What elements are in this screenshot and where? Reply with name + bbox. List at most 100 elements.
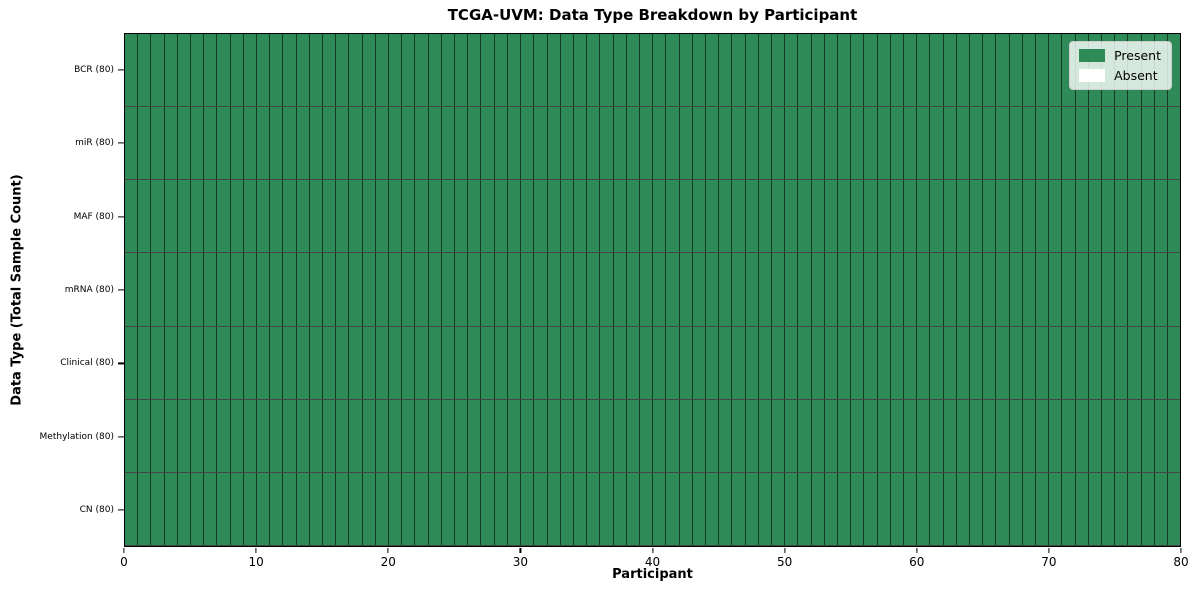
x-axis-label: Participant <box>612 567 693 582</box>
heatmap-cell <box>732 326 746 399</box>
heatmap-cell <box>309 253 324 326</box>
heatmap-cell <box>1009 399 1023 472</box>
heatmap-cell <box>930 326 944 399</box>
heatmap-cell <box>811 107 825 180</box>
heatmap-cell <box>164 34 178 107</box>
heatmap-cell <box>903 253 918 326</box>
heatmap-cell <box>837 472 852 545</box>
heatmap-cell <box>1128 180 1142 253</box>
heatmap-cell <box>217 472 231 545</box>
heatmap-cell <box>983 180 997 253</box>
heatmap-cell <box>877 399 891 472</box>
heatmap-cell <box>521 107 535 180</box>
heatmap-cell <box>1141 472 1155 545</box>
heatmap-cell <box>191 399 205 472</box>
heatmap-row-mrna <box>125 253 1181 327</box>
heatmap-cell <box>587 34 601 107</box>
heatmap-cell <box>296 253 310 326</box>
heatmap-cell <box>402 34 416 107</box>
heatmap-cell <box>389 472 403 545</box>
heatmap-cell <box>375 326 390 399</box>
heatmap-cell <box>705 107 720 180</box>
heatmap-cell <box>270 34 284 107</box>
heatmap-cell <box>138 472 152 545</box>
heatmap-cell <box>798 253 812 326</box>
heatmap-cell <box>230 399 244 472</box>
x-tick-mark <box>123 548 125 553</box>
heatmap-cell <box>1049 472 1063 545</box>
heatmap-cell <box>798 326 812 399</box>
heatmap-cell <box>705 180 720 253</box>
heatmap-cell <box>177 34 192 107</box>
heatmap-cell <box>402 253 416 326</box>
heatmap-cell <box>507 34 522 107</box>
heatmap-cell <box>1022 253 1037 326</box>
heatmap-cell <box>917 180 931 253</box>
heatmap-cell <box>349 107 363 180</box>
heatmap-cell <box>785 34 799 107</box>
heatmap-cell <box>151 34 165 107</box>
heatmap-cell <box>943 472 957 545</box>
heatmap-cell <box>626 399 640 472</box>
heatmap-cell <box>587 472 601 545</box>
heatmap-cell <box>1049 253 1063 326</box>
heatmap-cell <box>191 472 205 545</box>
heatmap-cell <box>1168 472 1181 545</box>
heatmap-cell <box>930 107 944 180</box>
heatmap-cell <box>375 399 390 472</box>
y-tick-mark <box>118 69 124 71</box>
heatmap-cell <box>653 326 667 399</box>
heatmap-cell <box>639 472 654 545</box>
heatmap-cell <box>243 34 258 107</box>
heatmap-cell <box>1141 326 1155 399</box>
heatmap-cell <box>653 253 667 326</box>
heatmap-cell <box>507 326 522 399</box>
heatmap-cell <box>138 399 152 472</box>
heatmap-cell <box>811 253 825 326</box>
heatmap-cell <box>309 472 324 545</box>
heatmap-cell <box>626 472 640 545</box>
heatmap-cell <box>1168 180 1181 253</box>
heatmap-cell <box>626 107 640 180</box>
heatmap-cell <box>283 326 297 399</box>
heatmap-cell <box>402 399 416 472</box>
heatmap-cell <box>930 472 944 545</box>
heatmap-cell <box>468 253 482 326</box>
heatmap-cell <box>824 253 838 326</box>
heatmap-cell <box>798 180 812 253</box>
heatmap-cell <box>758 34 772 107</box>
heatmap-cell <box>970 253 984 326</box>
heatmap-cell <box>917 253 931 326</box>
heatmap-cell <box>996 399 1010 472</box>
heatmap-cell <box>600 253 614 326</box>
heatmap-cell <box>481 253 495 326</box>
heatmap-cell <box>389 253 403 326</box>
heatmap-cell <box>125 34 139 107</box>
y-tick-marks <box>118 33 124 547</box>
heatmap-cell <box>230 253 244 326</box>
heatmap-cell <box>877 107 891 180</box>
heatmap-cell <box>455 180 469 253</box>
heatmap-cell <box>745 326 759 399</box>
x-tick-label: 60 <box>909 555 925 569</box>
heatmap-cell <box>1141 107 1155 180</box>
heatmap-cell <box>587 180 601 253</box>
heatmap-cell <box>1141 180 1155 253</box>
heatmap-cell <box>415 107 429 180</box>
plot-area: Present Absent <box>124 33 1181 547</box>
heatmap-cell <box>1036 253 1050 326</box>
heatmap-cell <box>177 472 192 545</box>
heatmap-cell <box>1036 107 1050 180</box>
legend-label: Present <box>1114 48 1161 63</box>
x-tick-label: 50 <box>776 555 793 569</box>
heatmap-cell <box>917 472 931 545</box>
heatmap-cell <box>745 253 759 326</box>
heatmap-cell <box>389 399 403 472</box>
heatmap-cell <box>1128 399 1142 472</box>
heatmap-cell <box>705 399 720 472</box>
legend-entry-absent: Absent <box>1079 68 1161 83</box>
heatmap-cell <box>309 326 324 399</box>
heatmap-cell <box>1088 399 1103 472</box>
heatmap-cell <box>719 326 733 399</box>
heatmap-cell <box>679 253 693 326</box>
